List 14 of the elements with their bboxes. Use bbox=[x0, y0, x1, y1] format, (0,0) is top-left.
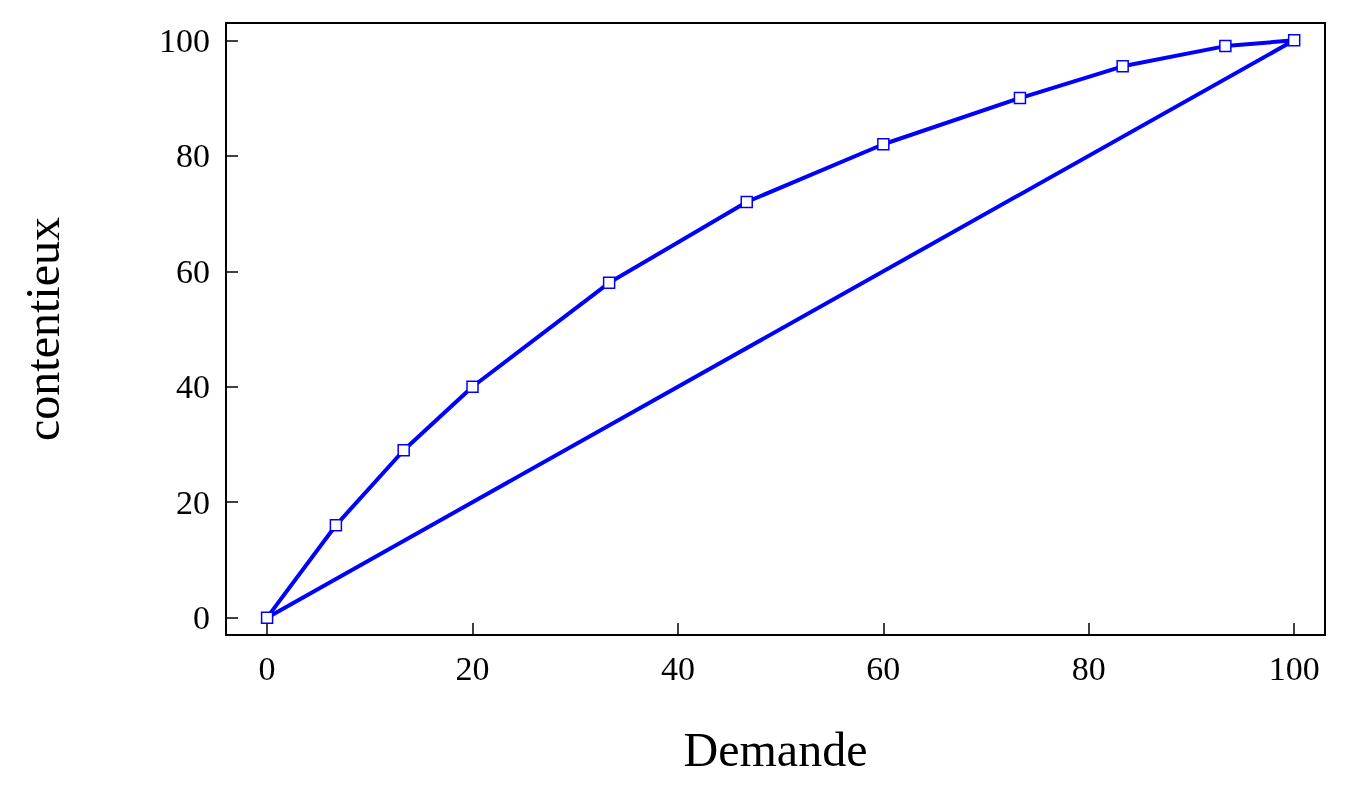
x-tick-label: 60 bbox=[866, 649, 901, 687]
x-tick-label: 40 bbox=[660, 649, 695, 687]
x-tick-label: 20 bbox=[455, 649, 490, 687]
y-axis-title: contentieux bbox=[15, 217, 69, 441]
y-tick-label: 40 bbox=[176, 368, 210, 406]
y-tick-label: 60 bbox=[176, 252, 210, 290]
y-tick-label: 80 bbox=[176, 137, 210, 175]
y-tick-label: 100 bbox=[159, 21, 210, 59]
x-tick-label: 100 bbox=[1268, 649, 1320, 687]
x-axis-title: Demande bbox=[683, 722, 868, 776]
x-tick-label: 0 bbox=[258, 649, 276, 687]
y-tick-label: 20 bbox=[176, 483, 210, 521]
x-tick-label: 80 bbox=[1071, 649, 1106, 687]
y-tick-label: 0 bbox=[193, 599, 210, 637]
